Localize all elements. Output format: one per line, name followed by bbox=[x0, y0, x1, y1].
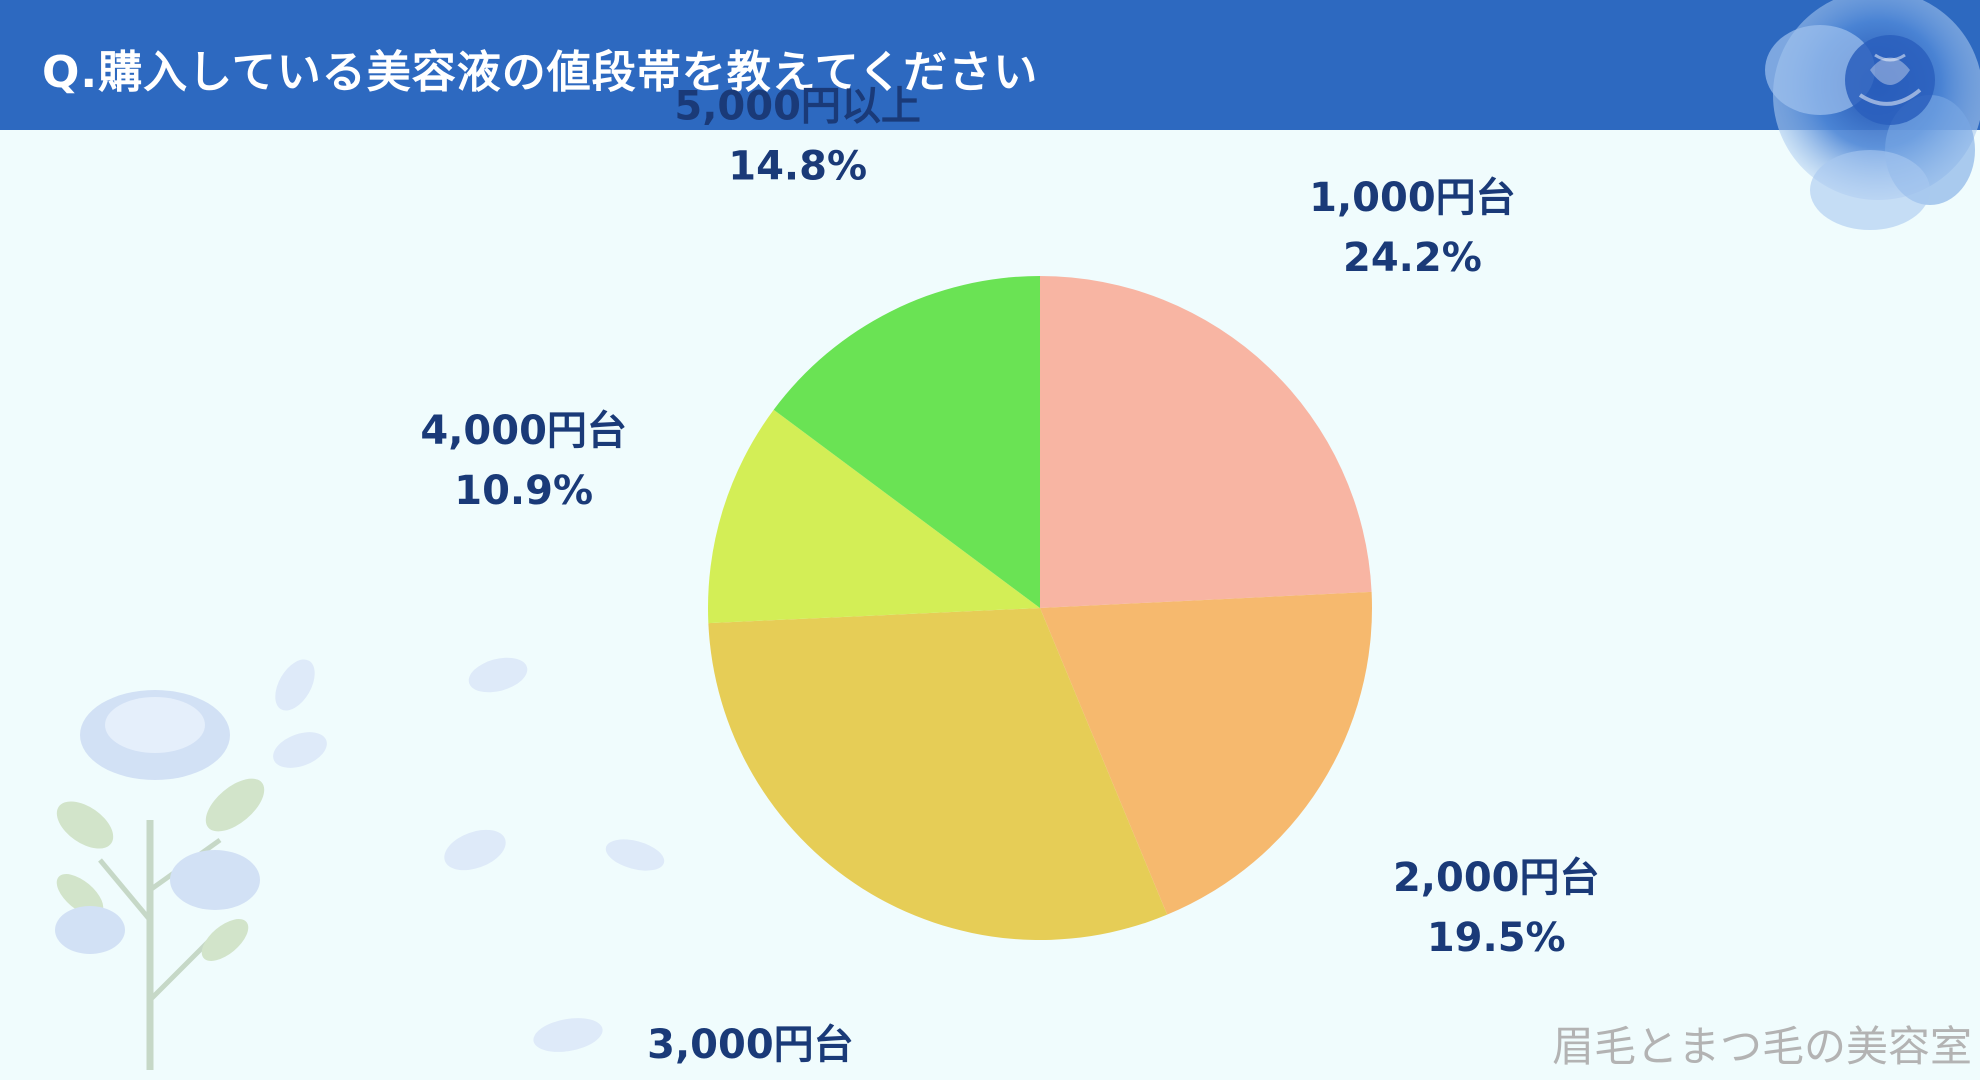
slice-category-label: 2,000円台 bbox=[1393, 855, 1600, 901]
rose-branch-decoration-icon bbox=[55, 657, 665, 1070]
pie-slice-3 bbox=[708, 608, 1168, 940]
page-title: Q.購入している美容液の値段帯を教えてください bbox=[42, 47, 1039, 98]
slice-category-label: 4,000円台 bbox=[420, 408, 627, 454]
pie-slice-1 bbox=[1040, 276, 1372, 608]
pie-slice-2 bbox=[1040, 591, 1373, 915]
watermark: 眉毛とまつ毛の美容室 bbox=[1551, 1022, 1972, 1071]
pie-slice-5 bbox=[773, 276, 1040, 608]
slice-percent-label: 19.5% bbox=[1427, 915, 1566, 961]
slice-percent-label: 24.2% bbox=[1343, 235, 1482, 281]
slice-percent-label: 10.9% bbox=[454, 468, 593, 514]
slice-category-label: 5,000円以上 bbox=[674, 83, 921, 129]
slice-category-label: 3,000円台 bbox=[647, 1022, 854, 1068]
pie-slice-4 bbox=[707, 409, 1040, 624]
slice-percent-label: 14.8% bbox=[728, 143, 867, 189]
title-bar: Q.購入している美容液の値段帯を教えてください bbox=[0, 0, 1980, 130]
rose-decoration-icon bbox=[1765, 0, 1980, 230]
slice-category-label: 1,000円台 bbox=[1309, 175, 1516, 221]
